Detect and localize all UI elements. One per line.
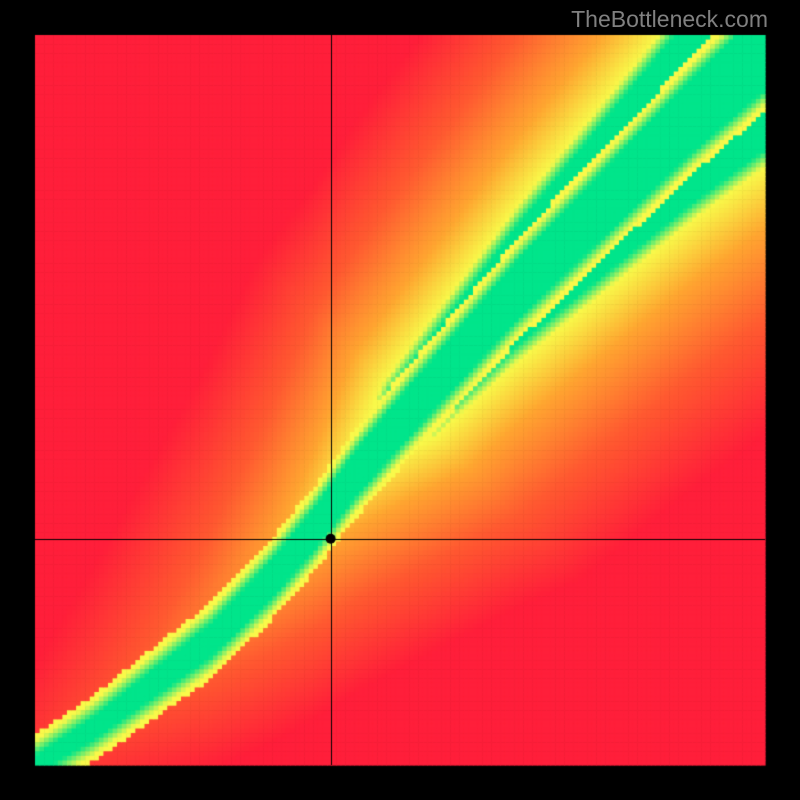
chart-container: TheBottleneck.com [0,0,800,800]
watermark-text: TheBottleneck.com [571,6,768,33]
bottleneck-heatmap [0,0,800,800]
